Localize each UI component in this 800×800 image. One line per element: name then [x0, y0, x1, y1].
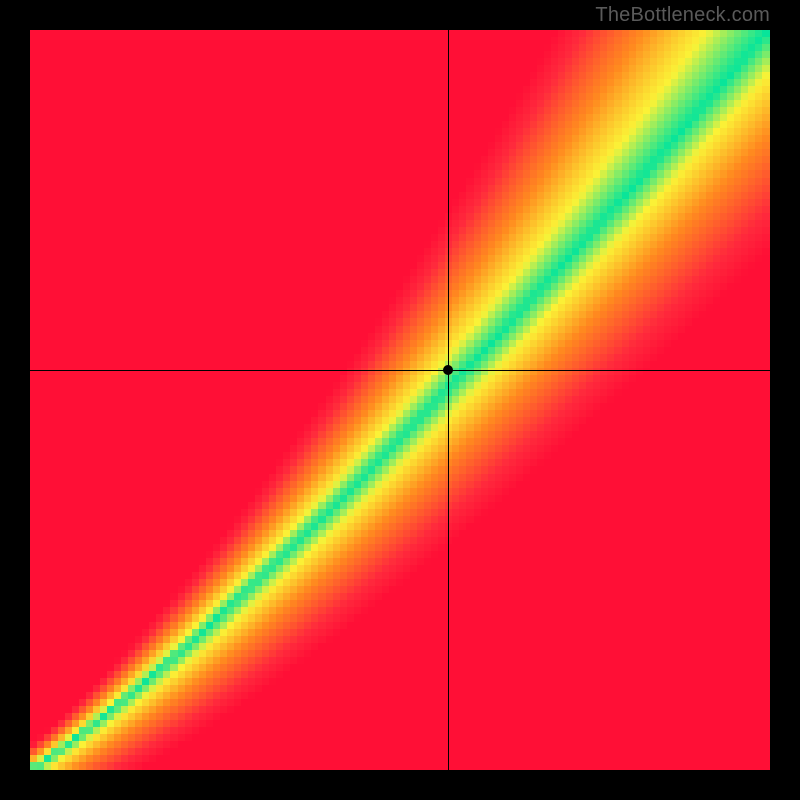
crosshair-horizontal	[30, 370, 770, 371]
watermark-text: TheBottleneck.com	[595, 4, 770, 27]
heatmap-canvas	[30, 30, 770, 770]
data-point-marker	[443, 365, 453, 375]
crosshair-vertical	[448, 30, 449, 770]
heatmap-plot	[30, 30, 770, 770]
